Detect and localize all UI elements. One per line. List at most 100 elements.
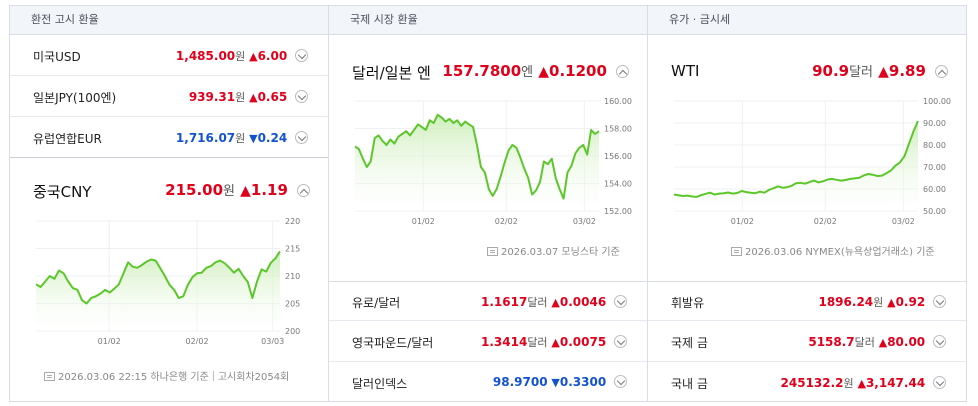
featured-label: 중국CNY <box>33 183 92 201</box>
row-value: 245132.2 <box>780 376 844 390</box>
up-arrow-icon: ▲ <box>857 377 866 390</box>
x-tick-label: 02/02 <box>814 217 837 226</box>
row-label: 유럽연합EUR <box>33 132 102 146</box>
y-tick-label: 152.00 <box>604 207 632 216</box>
y-tick-label: 205 <box>285 300 300 309</box>
up-arrow-icon: ▲ <box>887 296 896 309</box>
row-label: 일본JPY(100엔) <box>33 91 117 105</box>
y-tick-label: 158.00 <box>604 125 632 134</box>
row-change: 0.0075 <box>559 335 607 349</box>
chevron-down-icon[interactable] <box>614 295 627 308</box>
commodity-row-gasoline[interactable]: 휘발유 1896.24원 ▲0.92 <box>648 281 966 321</box>
commodity-source: 2026.03.06 NYMEX(뉴욕상업거래소) 기준 <box>731 243 935 258</box>
featured-wti[interactable]: WTI 90.9달러 ▲9.89 <box>648 54 966 94</box>
y-tick-label: 200 <box>285 327 300 336</box>
series-area <box>36 251 280 331</box>
commodity-panel-title: 유가 · 금시세 <box>648 6 966 35</box>
row-value: 939.31 <box>188 90 236 104</box>
row-value: 5158.7 <box>808 335 855 349</box>
chevron-down-icon[interactable] <box>933 376 946 389</box>
chevron-down-icon[interactable] <box>614 335 627 348</box>
row-label: 미국USD <box>33 50 81 64</box>
row-change: 3,147.44 <box>865 376 926 390</box>
y-tick-label: 160.00 <box>604 97 632 106</box>
featured-label: WTI <box>671 62 700 80</box>
x-tick-label: 03/02 <box>892 217 915 226</box>
document-icon <box>44 372 55 381</box>
document-icon <box>487 247 498 256</box>
chevron-down-icon[interactable] <box>614 375 627 388</box>
commodity-row-intl-gold[interactable]: 국제 금 5158.7달러 ▲80.00 <box>648 322 966 362</box>
chevron-up-icon[interactable] <box>616 65 629 78</box>
y-tick-label: 210 <box>285 272 300 281</box>
x-tick-label: 01/02 <box>412 217 435 226</box>
featured-change: 0.1200 <box>549 62 607 80</box>
series-line <box>673 120 919 198</box>
chevron-down-icon[interactable] <box>295 90 308 103</box>
featured-cny[interactable]: 중국CNY 215.00원 ▲1.19 <box>10 166 328 206</box>
up-arrow-icon: ▲ <box>878 64 889 80</box>
series-line <box>35 250 281 305</box>
intl-panel: 국제 시장 환율 달러/일본 엔 157.7800엔 ▲0.1200 160.0… <box>328 5 648 402</box>
row-change: 0.3300 <box>559 375 607 389</box>
exchange-row-usd[interactable]: 미국USD 1,485.00원 ▲6.00 <box>10 36 328 76</box>
y-tick-label: 215 <box>285 245 300 254</box>
featured-change: 1.19 <box>250 181 288 199</box>
down-arrow-icon: ▼ <box>249 132 258 145</box>
row-change: 0.92 <box>895 295 926 309</box>
chevron-down-icon[interactable] <box>933 335 946 348</box>
chevron-down-icon[interactable] <box>295 49 308 62</box>
chevron-down-icon[interactable] <box>295 131 308 144</box>
row-change: 80.00 <box>887 335 926 349</box>
y-tick-label: 70.00 <box>923 163 946 172</box>
up-arrow-icon: ▲ <box>538 64 550 80</box>
row-change: 0.0046 <box>559 295 607 309</box>
featured-usdjpy[interactable]: 달러/일본 엔 157.7800엔 ▲0.1200 <box>329 54 647 94</box>
featured-value: 90.9 <box>812 62 850 80</box>
intl-row-dxy[interactable]: 달러인덱스 98.9700 ▼0.3300 <box>329 363 647 401</box>
row-value: 98.9700 <box>492 375 548 389</box>
exchange-row-eur[interactable]: 유럽연합EUR 1,716.07원 ▼0.24 <box>10 118 328 158</box>
row-label: 국제 금 <box>671 336 708 350</box>
up-arrow-icon: ▲ <box>551 296 560 309</box>
chevron-up-icon[interactable] <box>297 184 310 197</box>
up-arrow-icon: ▲ <box>878 336 888 349</box>
y-tick-label: 100.00 <box>923 97 951 106</box>
row-value: 1,716.07 <box>175 131 236 145</box>
usdjpy-chart: 160.00 158.00 156.00 154.00 152.00 01/02 02/02… <box>354 97 632 226</box>
y-tick-label: 156.00 <box>604 152 632 161</box>
featured-value: 157.7800 <box>442 62 522 80</box>
series-line <box>354 113 600 200</box>
y-tick-label: 80.00 <box>923 141 946 150</box>
exchange-source: 2026.03.06 22:15 하나은행 기준 고시회차2054회 <box>44 368 289 383</box>
row-value: 1.3414 <box>481 335 528 349</box>
down-arrow-icon: ▼ <box>551 376 560 389</box>
x-tick-label: 03/03 <box>261 337 284 344</box>
row-label: 휘발유 <box>671 296 705 310</box>
chevron-up-icon[interactable] <box>935 65 948 78</box>
row-value: 1896.24 <box>818 295 874 309</box>
intl-row-eurusd[interactable]: 유로/달러 1.1617달러 ▲0.0046 <box>329 281 647 321</box>
x-tick-label: 02/02 <box>495 217 518 226</box>
intl-panel-title: 국제 시장 환율 <box>329 6 647 35</box>
row-label: 달러인덱스 <box>352 377 408 391</box>
up-arrow-icon: ▲ <box>249 50 258 63</box>
row-label: 유로/달러 <box>352 296 401 310</box>
row-change: 0.24 <box>257 131 288 145</box>
x-tick-label: 03/02 <box>573 217 596 226</box>
chevron-down-icon[interactable] <box>933 295 946 308</box>
exchange-panel: 환전 고시 환율 미국USD 1,485.00원 ▲6.00 일본JPY(100… <box>9 5 329 402</box>
featured-label: 달러/일본 엔 <box>352 64 431 82</box>
exchange-row-jpy[interactable]: 일본JPY(100엔) 939.31원 ▲0.65 <box>10 77 328 117</box>
up-arrow-icon: ▲ <box>240 183 251 199</box>
y-tick-label: 154.00 <box>604 180 632 189</box>
document-icon <box>731 247 742 256</box>
row-value: 1.1617 <box>481 295 528 309</box>
commodity-panel: 유가 · 금시세 WTI 90.9달러 ▲9.89 100.00 90.00 80.… <box>647 5 967 402</box>
x-tick-label: 01/02 <box>98 337 121 344</box>
cny-chart: 220 215 210 205 200 01/02 02/02 03/03 <box>35 217 300 344</box>
commodity-row-domestic-gold[interactable]: 국내 금 245132.2원 ▲3,147.44 <box>648 363 966 401</box>
row-label: 영국파운드/달러 <box>352 336 434 350</box>
row-change: 6.00 <box>257 49 288 63</box>
intl-row-gbpusd[interactable]: 영국파운드/달러 1.3414달러 ▲0.0075 <box>329 322 647 362</box>
